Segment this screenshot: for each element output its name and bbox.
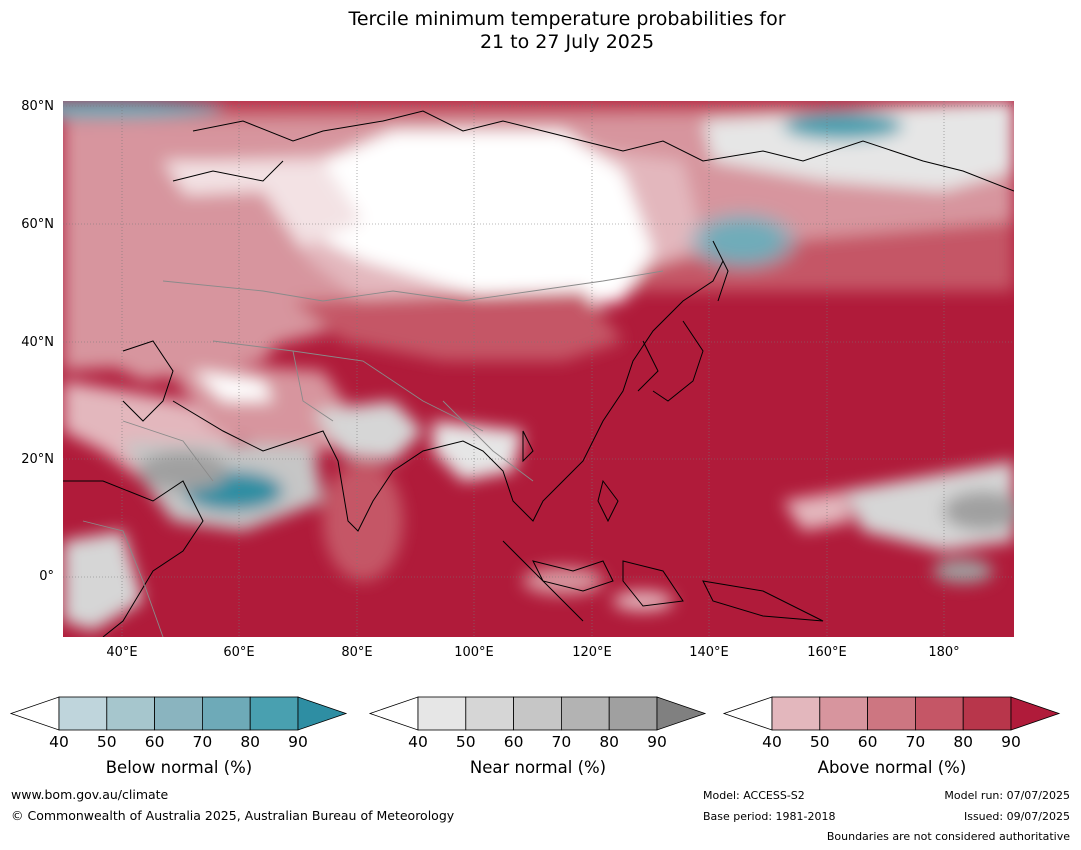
colorbar-near-tick: 80: [599, 733, 620, 751]
colorbar-below-segment: [106, 696, 156, 731]
colorbar-below-tick: 60: [144, 733, 165, 751]
lat-label-20n: 20°N: [21, 452, 54, 467]
lon-label-120e: 120°E: [572, 645, 612, 660]
colorbar-below-tick: 70: [192, 733, 213, 751]
lon-label-80e: 80°E: [341, 645, 373, 660]
lat-label-0: 0°: [39, 569, 54, 584]
title-line-2: 21 to 27 July 2025: [479, 31, 655, 53]
colorbar-below-tick: 80: [240, 733, 261, 751]
colorbar-above-segment: [819, 696, 868, 731]
title-line-1: Tercile minimum temperature probabilitie…: [348, 8, 786, 30]
lon-label-40e: 40°E: [106, 645, 138, 660]
lon-label-60e: 60°E: [223, 645, 255, 660]
colorbars: [9, 696, 1061, 731]
footer-model-run: Model run: 07/07/2025: [944, 789, 1070, 802]
colorbar-below-segment: [58, 696, 108, 731]
colorbar-above-label: Above normal (%): [817, 758, 967, 777]
colorbar-below-tick: 90: [288, 733, 308, 751]
lat-label-40n: 40°N: [21, 335, 54, 350]
colorbar-above-tick: 60: [857, 733, 878, 751]
probability-fields: [63, 101, 1014, 631]
colorbar-near-tick: 40: [408, 733, 428, 751]
colorbar-near-segment: [561, 696, 610, 731]
map-title: Tercile minimum temperature probabilitie…: [0, 8, 1081, 54]
footer-url: www.bom.gov.au/climate: [11, 787, 169, 802]
colorbar-above-high-extension: [1010, 696, 1061, 731]
colorbar-below-label: Below normal (%): [105, 758, 253, 777]
graticule: [63, 101, 1014, 637]
colorbar-above: [722, 696, 1061, 731]
colorbar-below-segment: [249, 696, 299, 731]
colorbar-above-tick: 50: [809, 733, 830, 751]
colorbar-above-low-extension: [722, 696, 773, 731]
colorbar-above-tick: 70: [905, 733, 926, 751]
colorbar-below-tick: 40: [49, 733, 69, 751]
colorbar-above-tick: 40: [762, 733, 782, 751]
colorbar-near-segment: [608, 696, 658, 731]
colorbar-near-segment: [465, 696, 514, 731]
colorbar-below-low-extension: [9, 696, 60, 731]
colorbar-above-segment: [867, 696, 916, 731]
colorbar-near-tick: 50: [455, 733, 476, 751]
probability-map: [63, 101, 1014, 637]
colorbar-near-low-extension: [368, 696, 419, 731]
footer-disclaimer: Boundaries are not considered authoritat…: [826, 830, 1070, 843]
colorbar-near-tick: 90: [647, 733, 667, 751]
coastlines: [63, 110, 1014, 637]
footer-issued: Issued: 09/07/2025: [963, 810, 1070, 823]
footer-base-period: Base period: 1981-2018: [703, 810, 836, 823]
colorbar-below-high-extension: [297, 696, 348, 731]
lon-label-180: 180°: [928, 645, 960, 660]
colorbar-below-tick: 50: [96, 733, 117, 751]
colorbar-below-segment: [154, 696, 203, 731]
footer-copyright: © Commonwealth of Australia 2025, Austra…: [11, 808, 455, 823]
colorbar-above-segment: [915, 696, 964, 731]
footer-model: Model: ACCESS-S2: [703, 789, 805, 802]
lat-label-60n: 60°N: [21, 217, 54, 232]
colorbar-near: [368, 696, 707, 731]
colorbar-below-segment: [201, 696, 251, 731]
colorbar-near-tick: 60: [503, 733, 524, 751]
colorbar-near-label: Near normal (%): [469, 758, 607, 777]
colorbar-above-tick: 80: [953, 733, 974, 751]
colorbar-near-segment: [513, 696, 562, 731]
lon-label-160e: 160°E: [807, 645, 847, 660]
map-svg: [63, 101, 1014, 637]
colorbar-near-high-extension: [656, 696, 707, 731]
colorbar-above-tick: 90: [1001, 733, 1021, 751]
country-boundaries: [82, 270, 664, 637]
colorbar-above-segment: [771, 696, 821, 731]
lat-label-80n: 80°N: [21, 99, 54, 114]
colorbar-below: [9, 696, 348, 731]
colorbar-near-tick: 70: [551, 733, 572, 751]
colorbar-above-segment: [962, 696, 1012, 731]
lon-label-100e: 100°E: [454, 645, 494, 660]
colorbar-near-segment: [417, 696, 467, 731]
lon-label-140e: 140°E: [689, 645, 729, 660]
